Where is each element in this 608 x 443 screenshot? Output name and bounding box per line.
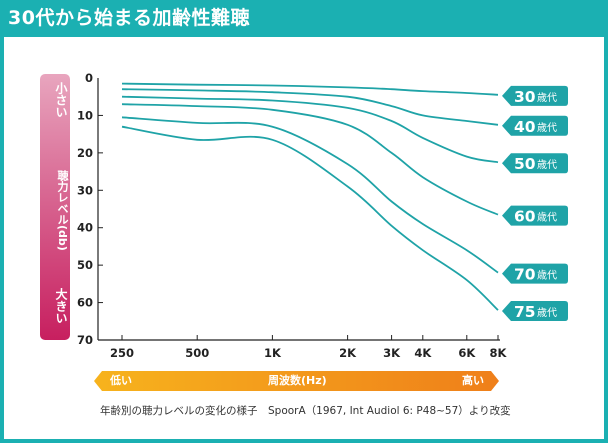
xbar-center-label: 周波数(Hz) [268,374,327,387]
y-tick-label: 40 [77,221,93,235]
series-tag-30 [502,85,568,106]
series-line-70 [121,116,499,274]
series-line-75 [121,125,499,311]
x-tick-label: 2K [339,346,357,360]
y-tick-label: 20 [77,146,93,160]
series-unit-40: 歳代 [537,122,557,134]
x-tick-label: 3K [383,346,401,360]
series-label-30: 30 [514,88,536,106]
y-tick-label: 30 [77,183,93,197]
source-caption: 年齢別の聴力レベルの変化の様子 SpoorA（1967, Int Audiol … [100,405,511,417]
series-tag-40 [502,115,568,136]
y-tick-label: 70 [77,333,93,347]
x-tick-label: 1K [264,346,282,360]
x-tick-label: 4K [414,346,432,360]
series-label-40: 40 [514,118,536,136]
xbar-high-label: 高い [462,374,484,387]
page-title: 30代から始まる加齢性難聴 [8,7,250,29]
ybar-bottom-label: 大きい [54,288,68,324]
series-unit-60: 歳代 [537,212,557,224]
y-tick-label: 50 [77,258,93,272]
series-line-30 [121,82,499,96]
series-line-50 [121,95,499,164]
frequency-bar: 低い 周波数(Hz) 高い [94,371,499,391]
series-tag-70 [502,263,568,284]
y-tick-label: 10 [77,108,93,122]
hearing-level-bar: 小さい 聴力レベル(db) 大きい [40,74,70,340]
series-tag-75 [502,301,568,322]
series-tag-60 [502,205,568,226]
series-tag-50 [502,153,568,174]
ybar-middle-label: 聴力レベル(db) [56,170,69,251]
series-label-75: 75 [514,303,536,321]
series-unit-70: 歳代 [537,270,557,282]
frequency-arrow [94,371,499,391]
x-tick-label: 6K [458,346,476,360]
ybar-top-label: 小さい [54,82,68,118]
x-tick-label: 250 [110,346,134,360]
series-label-50: 50 [514,155,536,173]
series-unit-50: 歳代 [537,159,557,171]
y-tick-label: 60 [77,296,93,310]
series-label-60: 60 [514,208,536,226]
series-unit-75: 歳代 [537,307,557,319]
x-tick-label: 8K [490,346,508,360]
y-tick-label: 0 [85,71,93,85]
series-label-70: 70 [514,266,536,284]
series-line-40 [121,88,499,126]
series-line-60 [121,103,499,216]
xbar-low-label: 低い [110,374,132,387]
x-tick-label: 500 [185,346,209,360]
series-unit-30: 歳代 [537,92,557,104]
